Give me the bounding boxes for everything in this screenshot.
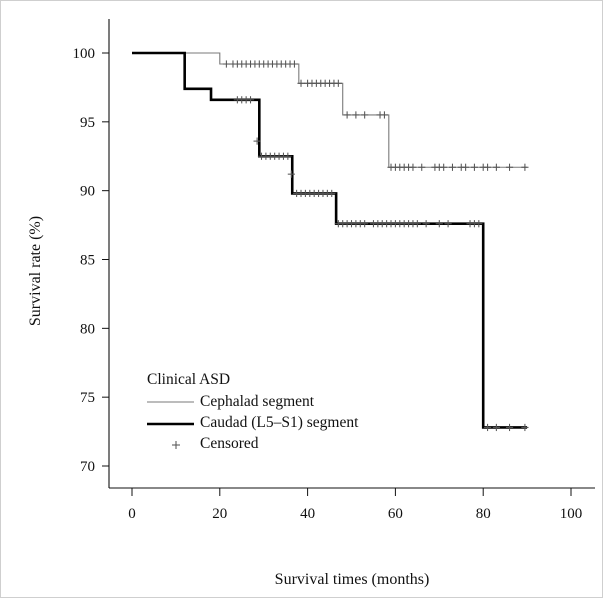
- y-tick-label: 100: [73, 46, 96, 62]
- legend-title: Clinical ASD: [147, 371, 230, 388]
- x-tick-label: 60: [388, 506, 403, 522]
- censored-marker-cephalad: [334, 79, 342, 87]
- censored-marker-cephalad: [290, 60, 299, 68]
- censored-marker-cephalad: [521, 163, 529, 171]
- x-tick-label: 100: [560, 506, 583, 522]
- censored-marker-caudad: [475, 220, 483, 228]
- x-axis-title: Survival times (months): [275, 571, 430, 588]
- censored-marker-caudad: [521, 423, 529, 432]
- censored-marker-caudad: [361, 220, 369, 228]
- censored-marker-cephalad: [222, 60, 230, 68]
- x-tick-label: 40: [300, 506, 315, 522]
- legend-swatch-censored: [172, 441, 180, 449]
- censored-marker-cephalad: [448, 163, 457, 171]
- legend-label-cephalad: Cephalad segment: [200, 393, 315, 410]
- censored-marker-caudad: [505, 423, 514, 432]
- x-tick-label: 20: [212, 506, 227, 522]
- censor-layer: [222, 60, 529, 432]
- censored-marker-cephalad: [409, 163, 417, 171]
- legend-label-caudad: Caudad (L5–S1) segment: [200, 414, 359, 431]
- censored-marker-cephalad: [361, 111, 369, 119]
- censored-marker-caudad: [483, 423, 492, 432]
- censored-marker-caudad: [246, 96, 255, 104]
- censored-marker-cephalad: [440, 163, 448, 171]
- censored-marker-cephalad: [505, 163, 514, 171]
- censored-marker-caudad: [284, 152, 292, 160]
- x-tick-label: 0: [128, 506, 136, 522]
- censored-marker-caudad: [435, 220, 443, 228]
- censored-marker-caudad: [413, 220, 421, 228]
- y-axis-title: Survival rate (%): [27, 216, 44, 326]
- axes-layer: [108, 19, 595, 489]
- y-tick-label: 75: [80, 390, 95, 406]
- censored-marker-cephalad: [297, 79, 305, 87]
- censored-marker-cephalad: [483, 163, 492, 171]
- censored-marker-cephalad: [418, 163, 426, 171]
- censored-marker-cephalad: [343, 111, 351, 119]
- y-tick-label: 70: [80, 459, 95, 475]
- y-tick-label: 85: [80, 253, 95, 269]
- censored-marker-cephalad: [352, 111, 360, 119]
- legend: Clinical ASD Cephalad segment Caudad (L5…: [147, 371, 359, 452]
- legend-label-censored: Censored: [200, 435, 259, 452]
- censored-marker-caudad: [287, 170, 295, 178]
- y-tick-label: 95: [80, 115, 95, 131]
- legend-censored-plus: [172, 441, 180, 449]
- censored-marker-caudad: [328, 189, 336, 198]
- x-tick-label: 80: [476, 506, 491, 522]
- censored-marker-cephalad: [470, 163, 479, 171]
- censored-marker-caudad: [492, 423, 500, 432]
- y-tick-label: 80: [80, 321, 95, 337]
- censored-marker-caudad: [444, 220, 452, 228]
- censored-marker-cephalad: [380, 111, 389, 119]
- series-line-cephalad: [132, 52, 528, 168]
- y-tick-label: 90: [80, 184, 95, 200]
- censored-marker-cephalad: [462, 163, 470, 171]
- ticks-layer: 70 75 80 85 90 95 100 0 20 40 60 80 100: [73, 46, 583, 522]
- censored-marker-cephalad: [492, 163, 500, 171]
- censored-marker-caudad: [253, 137, 261, 145]
- censored-marker-caudad: [422, 220, 430, 228]
